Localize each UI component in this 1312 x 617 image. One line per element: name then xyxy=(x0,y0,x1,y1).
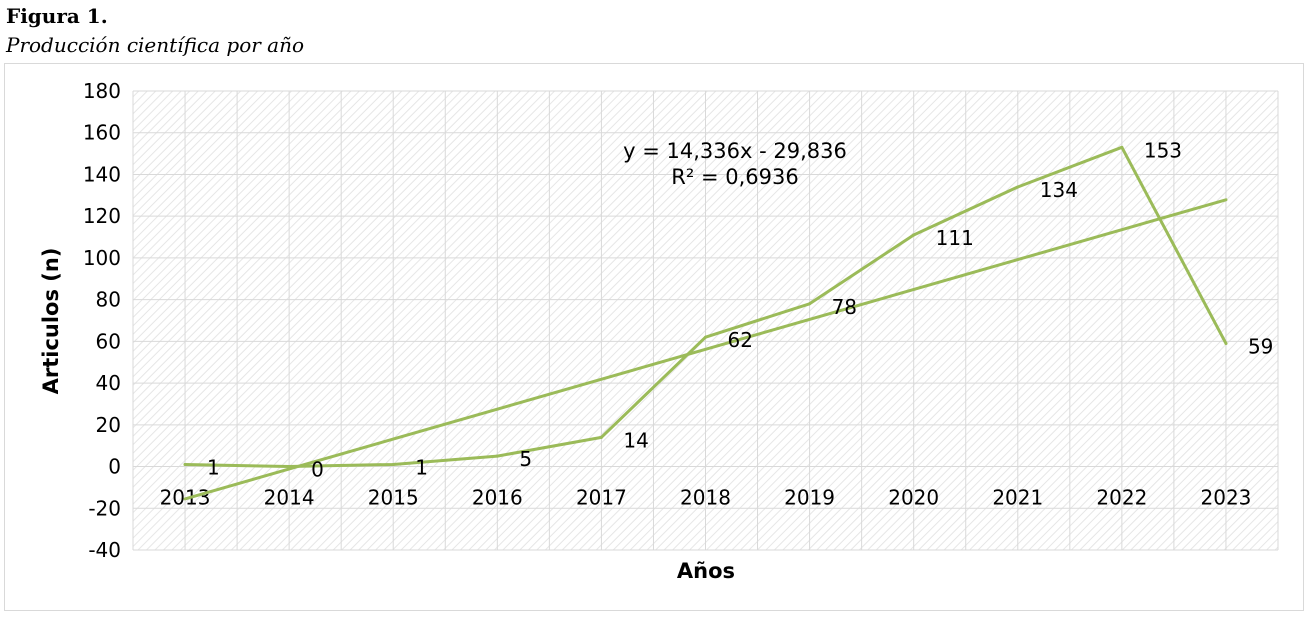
data-point xyxy=(808,302,812,306)
y-tick-label: 0 xyxy=(108,455,121,479)
data-label: 1 xyxy=(207,455,220,479)
data-point xyxy=(183,462,187,466)
x-tick-label: 2019 xyxy=(784,486,835,510)
y-tick-label: 80 xyxy=(96,288,121,312)
data-point xyxy=(599,435,603,439)
y-tick-label: -20 xyxy=(88,496,121,520)
data-point xyxy=(1224,341,1228,345)
x-tick-label: 2015 xyxy=(368,486,419,510)
x-axis-title: Años xyxy=(677,559,735,583)
figure-label: Figura 1. xyxy=(6,4,108,28)
data-point xyxy=(495,454,499,458)
x-tick-label: 2023 xyxy=(1201,486,1252,510)
data-point xyxy=(704,335,707,339)
data-point xyxy=(391,462,395,466)
series-lines xyxy=(183,145,1228,501)
y-tick-label: -40 xyxy=(88,538,121,562)
data-point xyxy=(287,465,291,469)
y-tick-label: 160 xyxy=(83,121,121,145)
y-tick-label: 120 xyxy=(83,204,121,228)
y-tick-label: 100 xyxy=(83,246,121,270)
trendline-equation: y = 14,336x - 29,836 xyxy=(623,139,847,163)
data-label: 14 xyxy=(623,428,648,452)
figure-header: Figura 1. Producción científica por año xyxy=(6,2,304,60)
x-tick-label: 2014 xyxy=(264,486,315,510)
trendline-r-squared: R² = 0,6936 xyxy=(671,165,798,189)
x-tick-label: 2016 xyxy=(472,486,523,510)
x-tick-label: 2021 xyxy=(992,486,1043,510)
data-labels: 1 0 1 5 14 62 78 111 134 153 59 xyxy=(207,138,1273,481)
y-tick-label: 60 xyxy=(96,329,121,353)
trendline xyxy=(183,198,1228,501)
data-point xyxy=(1016,185,1020,189)
data-label: 62 xyxy=(728,328,753,352)
y-tick-label: 20 xyxy=(96,413,121,437)
data-label: 134 xyxy=(1040,178,1078,202)
y-tick-label: 40 xyxy=(96,371,121,395)
data-label: 1 xyxy=(415,455,428,479)
y-tick-label: 140 xyxy=(83,162,121,186)
figure-caption: Producción científica por año xyxy=(6,33,304,57)
data-label: 153 xyxy=(1144,138,1182,162)
x-tick-label: 2020 xyxy=(888,486,939,510)
y-tick-label: 180 xyxy=(83,79,121,103)
data-point xyxy=(1120,145,1124,149)
y-axis-title: Articulos (n) xyxy=(39,248,63,395)
data-label: 5 xyxy=(519,447,532,471)
data-label: 59 xyxy=(1248,334,1273,358)
data-label: 0 xyxy=(311,458,324,482)
data-label: 78 xyxy=(832,295,857,319)
chart-frame xyxy=(4,63,1304,611)
y-tick-labels: -40 -20 0 20 40 60 80 100 120 140 160 180 xyxy=(83,79,121,562)
data-label: 111 xyxy=(936,226,974,250)
x-tick-label: 2022 xyxy=(1096,486,1147,510)
x-tick-label: 2017 xyxy=(576,486,627,510)
data-point xyxy=(912,233,916,237)
x-tick-label: 2018 xyxy=(680,486,731,510)
